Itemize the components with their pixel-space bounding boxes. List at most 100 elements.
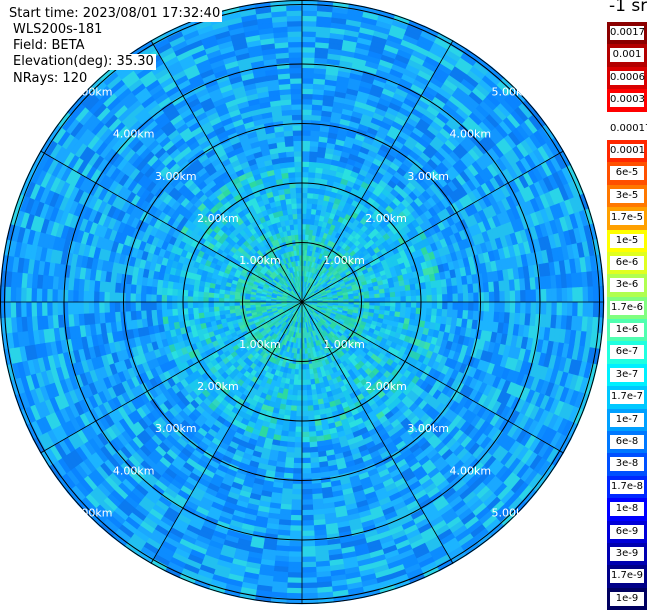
- ppi-cell: [294, 442, 302, 447]
- ppi-cell: [5, 287, 11, 303]
- ppi-cell: [288, 572, 302, 578]
- ppi-cell: [562, 302, 568, 316]
- ppi-cell: [302, 494, 312, 500]
- ppi-cell: [146, 294, 151, 302]
- ppi-cell: [302, 427, 309, 432]
- ppi-cell: [83, 291, 89, 302]
- ppi-cell: [309, 437, 317, 443]
- ppi-cell: [293, 474, 302, 479]
- ppi-cell: [42, 302, 48, 316]
- ppi-cell: [302, 484, 312, 489]
- ppi-cell: [385, 302, 390, 307]
- ppi-cell: [229, 298, 234, 302]
- ppi-cell: [302, 526, 314, 532]
- ppi-cell: [10, 302, 16, 317]
- ppi-cell: [104, 302, 110, 312]
- ppi-cell: [500, 302, 506, 313]
- ppi-cell: [297, 401, 303, 406]
- ppi-cell: [307, 390, 312, 396]
- ppi-cell: [287, 578, 302, 584]
- ppi-cell: [68, 302, 74, 314]
- ppi-cell: [291, 510, 302, 516]
- ppi-cell: [286, 452, 294, 458]
- ppi-cell: [291, 400, 297, 406]
- ppi-cell: [78, 290, 84, 302]
- ppi-cell: [291, 515, 302, 521]
- ppi-cell: [198, 291, 204, 297]
- ppi-cell: [290, 520, 302, 526]
- ppi-cell: [172, 295, 177, 302]
- ppi-cell: [302, 422, 309, 427]
- ppi-cell: [151, 286, 157, 294]
- ppi-cell: [390, 307, 396, 312]
- ppi-cell: [224, 302, 229, 306]
- ppi-cell: [302, 442, 310, 447]
- ppi-cell: [219, 302, 224, 306]
- ppi-cell: [99, 302, 105, 313]
- ppi-cell: [193, 296, 198, 302]
- ppi-cell: [310, 447, 318, 453]
- ppi-cell: [297, 390, 302, 395]
- ppi-cell: [287, 437, 295, 443]
- ppi-cell: [302, 562, 316, 568]
- ppi-cell: [390, 302, 395, 307]
- ppi-cell: [536, 302, 542, 315]
- ppi-cell: [78, 302, 84, 314]
- ppi-cell: [156, 309, 162, 317]
- ppi-cell: [307, 395, 312, 401]
- ppi-cell: [36, 288, 42, 302]
- ppi-cell: [302, 593, 318, 599]
- ppi-cell: [146, 310, 152, 318]
- ppi-cell: [311, 389, 316, 395]
- ppi-cell: [291, 505, 302, 511]
- ppi-cell: [302, 437, 309, 442]
- ppi-cell: [406, 302, 411, 308]
- ppi-cell: [306, 369, 310, 375]
- ppi-cell: [307, 400, 313, 406]
- ppi-cell: [52, 302, 58, 315]
- ppi-cell: [302, 546, 315, 552]
- ppi-cell: [208, 297, 213, 302]
- ppi-cell: [515, 302, 521, 313]
- ppi-cell: [292, 494, 302, 500]
- ppi-cell: [447, 310, 453, 318]
- ppi-cell: [188, 290, 194, 296]
- ppi-cell: [546, 302, 552, 315]
- ppi-cell: [10, 287, 16, 302]
- ppi-cell: [141, 294, 146, 302]
- ppi-cell: [229, 306, 235, 310]
- ppi-cell: [310, 452, 318, 458]
- ppi-cell: [468, 302, 473, 311]
- ppi-cell: [287, 442, 295, 448]
- ppi-cell: [295, 432, 302, 437]
- ppi-cell: [426, 309, 432, 316]
- ppi-cell: [115, 302, 120, 312]
- ppi-cell: [302, 578, 317, 584]
- ppi-cell: [193, 291, 199, 297]
- ppi-cell: [83, 302, 89, 313]
- ppi-cell: [295, 437, 302, 442]
- ppi-cell: [289, 541, 302, 547]
- ppi-cell: [63, 290, 69, 303]
- ppi-cell: [302, 453, 310, 458]
- ppi-cell: [21, 287, 27, 302]
- ppi-cell: [302, 557, 316, 563]
- ppi-cell: [16, 302, 22, 317]
- ppi-cell: [161, 295, 166, 302]
- ppi-cell: [177, 302, 182, 309]
- ppi-cell: [203, 297, 208, 302]
- ppi-cell: [364, 302, 369, 306]
- ppi-cell: [302, 370, 306, 375]
- ppi-cell: [442, 302, 447, 310]
- ppi-cell: [167, 288, 173, 295]
- ppi-cell: [141, 302, 146, 310]
- ppi-cell: [308, 421, 315, 427]
- ppi-cell: [162, 287, 168, 295]
- ppi-cell: [526, 302, 532, 314]
- ppi-cell: [299, 364, 303, 369]
- ppi-cell: [302, 411, 308, 416]
- ppi-cell: [291, 500, 302, 506]
- ppi-cell: [309, 442, 317, 448]
- ppi-cell: [292, 484, 302, 489]
- ppi-cell: [250, 302, 255, 305]
